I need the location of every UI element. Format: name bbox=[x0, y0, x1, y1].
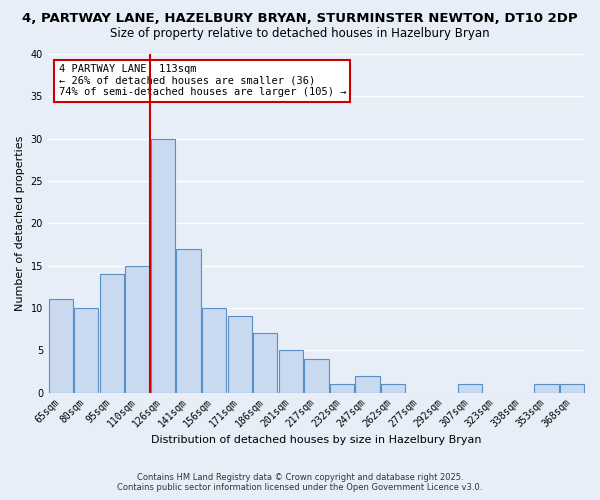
Bar bbox=[535, 384, 559, 392]
Bar bbox=[381, 384, 406, 392]
Bar bbox=[74, 308, 98, 392]
Bar bbox=[458, 384, 482, 392]
X-axis label: Distribution of detached houses by size in Hazelbury Bryan: Distribution of detached houses by size … bbox=[151, 435, 482, 445]
Bar bbox=[560, 384, 584, 392]
Text: 4, PARTWAY LANE, HAZELBURY BRYAN, STURMINSTER NEWTON, DT10 2DP: 4, PARTWAY LANE, HAZELBURY BRYAN, STURMI… bbox=[22, 12, 578, 26]
Bar bbox=[125, 266, 149, 392]
Bar bbox=[227, 316, 252, 392]
Bar bbox=[304, 358, 329, 392]
Bar bbox=[202, 308, 226, 392]
Y-axis label: Number of detached properties: Number of detached properties bbox=[15, 136, 25, 311]
Bar bbox=[279, 350, 303, 393]
Bar bbox=[49, 300, 73, 392]
Text: Size of property relative to detached houses in Hazelbury Bryan: Size of property relative to detached ho… bbox=[110, 28, 490, 40]
Bar bbox=[330, 384, 354, 392]
Bar bbox=[151, 138, 175, 392]
Bar bbox=[100, 274, 124, 392]
Text: 4 PARTWAY LANE: 113sqm
← 26% of detached houses are smaller (36)
74% of semi-det: 4 PARTWAY LANE: 113sqm ← 26% of detached… bbox=[59, 64, 346, 98]
Bar bbox=[253, 334, 277, 392]
Text: Contains HM Land Registry data © Crown copyright and database right 2025.
Contai: Contains HM Land Registry data © Crown c… bbox=[118, 473, 482, 492]
Bar bbox=[355, 376, 380, 392]
Bar bbox=[176, 248, 201, 392]
